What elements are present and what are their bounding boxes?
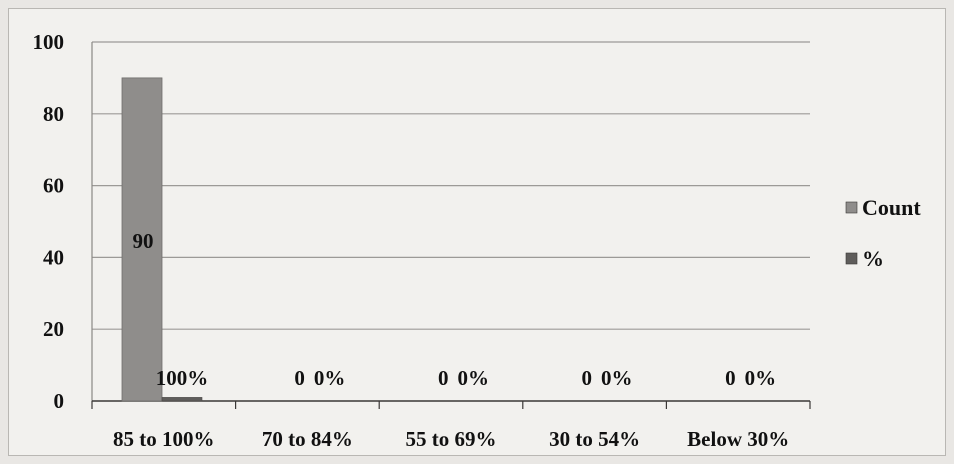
bar-percent — [161, 397, 203, 402]
bars — [121, 77, 203, 402]
data-label-count: 0 — [582, 366, 593, 390]
data-label-count: 0 — [294, 366, 305, 390]
data-label-percent: 0% — [314, 366, 346, 390]
y-tick-label: 60 — [43, 174, 64, 198]
x-tick-label: 30 to 54% — [549, 427, 640, 451]
y-tick-label: 20 — [43, 317, 64, 341]
y-tick-label: 40 — [43, 245, 64, 269]
bar-count — [121, 77, 163, 402]
y-tick-label: 80 — [43, 102, 64, 126]
x-tick-label: 55 to 69% — [406, 427, 497, 451]
data-label-count: 0 — [725, 366, 736, 390]
legend-swatch — [845, 252, 858, 265]
legend-label: Count — [862, 195, 921, 220]
data-label-count: 0 — [438, 366, 449, 390]
y-tick-label: 100 — [33, 30, 65, 54]
data-label-percent: 0% — [457, 366, 489, 390]
legend-swatch — [845, 201, 858, 214]
y-tick-label: 0 — [54, 389, 65, 413]
data-label-percent: 0% — [601, 366, 633, 390]
data-label-percent: 0% — [745, 366, 777, 390]
x-tick-label: Below 30% — [687, 427, 789, 451]
gridlines — [92, 41, 810, 330]
legend: Count% — [845, 195, 921, 271]
legend-label: % — [862, 246, 884, 271]
x-tick-label: 85 to 100% — [113, 427, 215, 451]
axes: 0 20 40 60 80 100 85 to 100% 70 to 84% 55 to 69%… — [33, 30, 811, 451]
x-tick-label: 70 to 84% — [262, 427, 353, 451]
chart-frame — [8, 8, 946, 456]
data-labels: 90 100% 0 0% 0 0% 0 0% 0 0% — [133, 229, 777, 390]
data-label-percent: 100% — [156, 366, 209, 390]
data-label-count: 90 — [133, 229, 154, 253]
